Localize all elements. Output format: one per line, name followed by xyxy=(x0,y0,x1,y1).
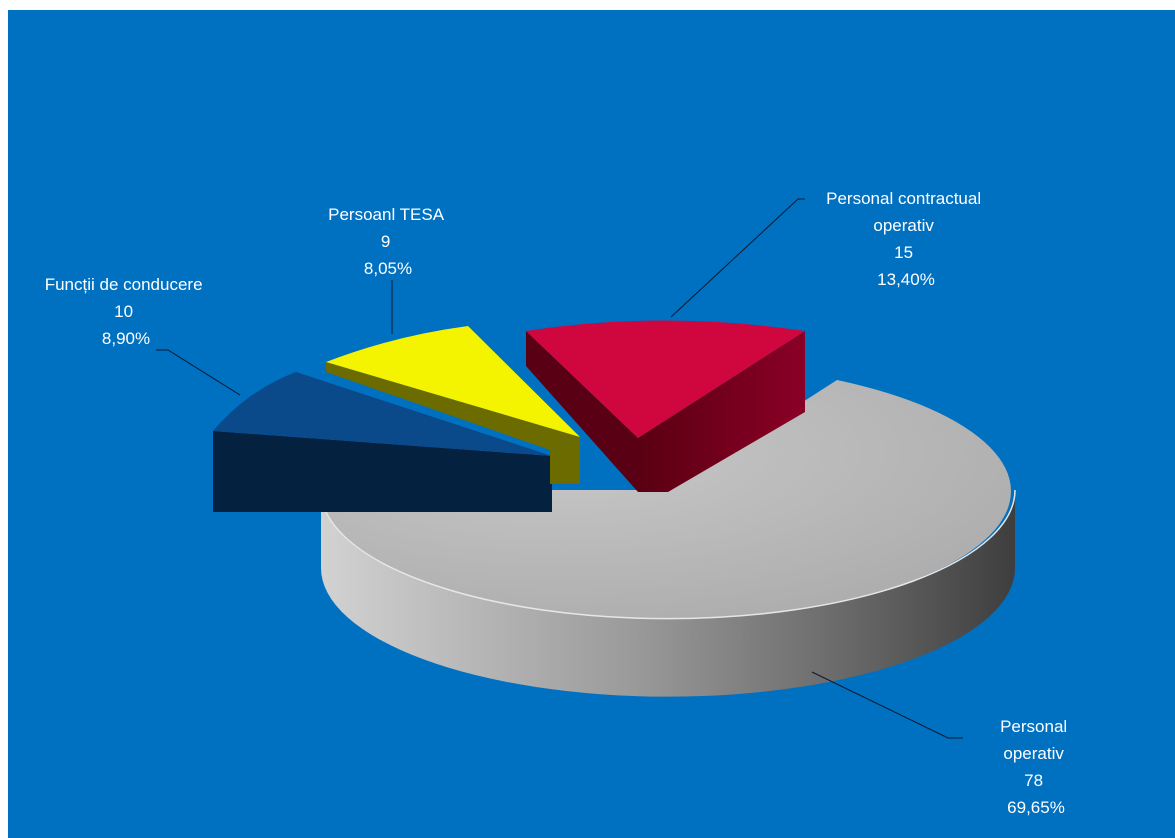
data-label-persoanl-tesa-line-1: Persoanl TESA xyxy=(328,205,445,224)
data-label-personal-contractual-operativ-percent: 13,40% xyxy=(877,270,935,289)
data-label-persoanl-tesa-percent: 8,05% xyxy=(364,259,412,278)
data-label-personal-contractual-operativ: Personal contractual operativ 15 13,40% xyxy=(826,189,986,289)
data-label-personal-operativ: Personal operativ 78 69,65% xyxy=(1000,717,1072,817)
slice-personal-operativ-side xyxy=(321,490,1015,697)
data-label-functii-de-conducere-percent: 8,90% xyxy=(102,329,150,348)
slice-personal-operativ[interactable] xyxy=(320,380,1016,697)
slice-personal-contractual-operativ-right-wall xyxy=(638,331,805,492)
slice-personal-operativ-rim xyxy=(320,489,1016,620)
slice-functii-de-conducere-top xyxy=(213,372,552,456)
slice-persoanl-tesa-side xyxy=(550,437,580,484)
pie-chart: Personal operativ 78 69,65% Funcții de c… xyxy=(45,189,1072,817)
data-label-personal-contractual-operativ-line-2: operativ xyxy=(873,216,934,235)
slice-personal-contractual-operativ-left-wall xyxy=(526,331,638,492)
data-label-personal-operativ-percent: 69,65% xyxy=(1007,798,1065,817)
slice-personal-contractual-operativ[interactable] xyxy=(526,320,805,493)
data-label-personal-contractual-operativ-line-1: Personal contractual xyxy=(826,189,981,208)
leader-line-personal-operativ xyxy=(811,671,963,739)
data-label-personal-operativ-line-1: Personal xyxy=(1000,717,1067,736)
data-label-personal-operativ-value: 78 xyxy=(1024,771,1043,790)
slice-persoanl-tesa[interactable] xyxy=(326,326,580,484)
leader-line-personal-contractual-operativ xyxy=(670,198,805,318)
data-label-functii-de-conducere-value: 10 xyxy=(114,302,133,321)
slice-functii-de-conducere[interactable] xyxy=(213,372,552,512)
data-label-personal-contractual-operativ-value: 15 xyxy=(894,243,913,262)
slice-persoanl-tesa-top xyxy=(326,326,580,437)
data-label-persoanl-tesa-value: 9 xyxy=(381,232,390,251)
data-label-persoanl-tesa: Persoanl TESA 9 8,05% xyxy=(328,205,448,278)
data-label-personal-operativ-line-2: operativ xyxy=(1003,744,1064,763)
data-label-functii-de-conducere-line-1: Funcții de conducere xyxy=(45,275,203,294)
slice-persoanl-tesa-left-wall xyxy=(326,362,580,450)
leader-line-functii-de-conducere xyxy=(156,349,241,396)
slice-functii-de-conducere-front xyxy=(213,431,552,512)
data-label-functii-de-conducere: Funcții de conducere 10 8,90% xyxy=(45,275,208,348)
slice-personal-contractual-operativ-top xyxy=(526,320,805,438)
chart-area: Personal operativ 78 69,65% Funcții de c… xyxy=(8,10,1175,838)
slice-personal-operativ-top xyxy=(320,380,1011,620)
